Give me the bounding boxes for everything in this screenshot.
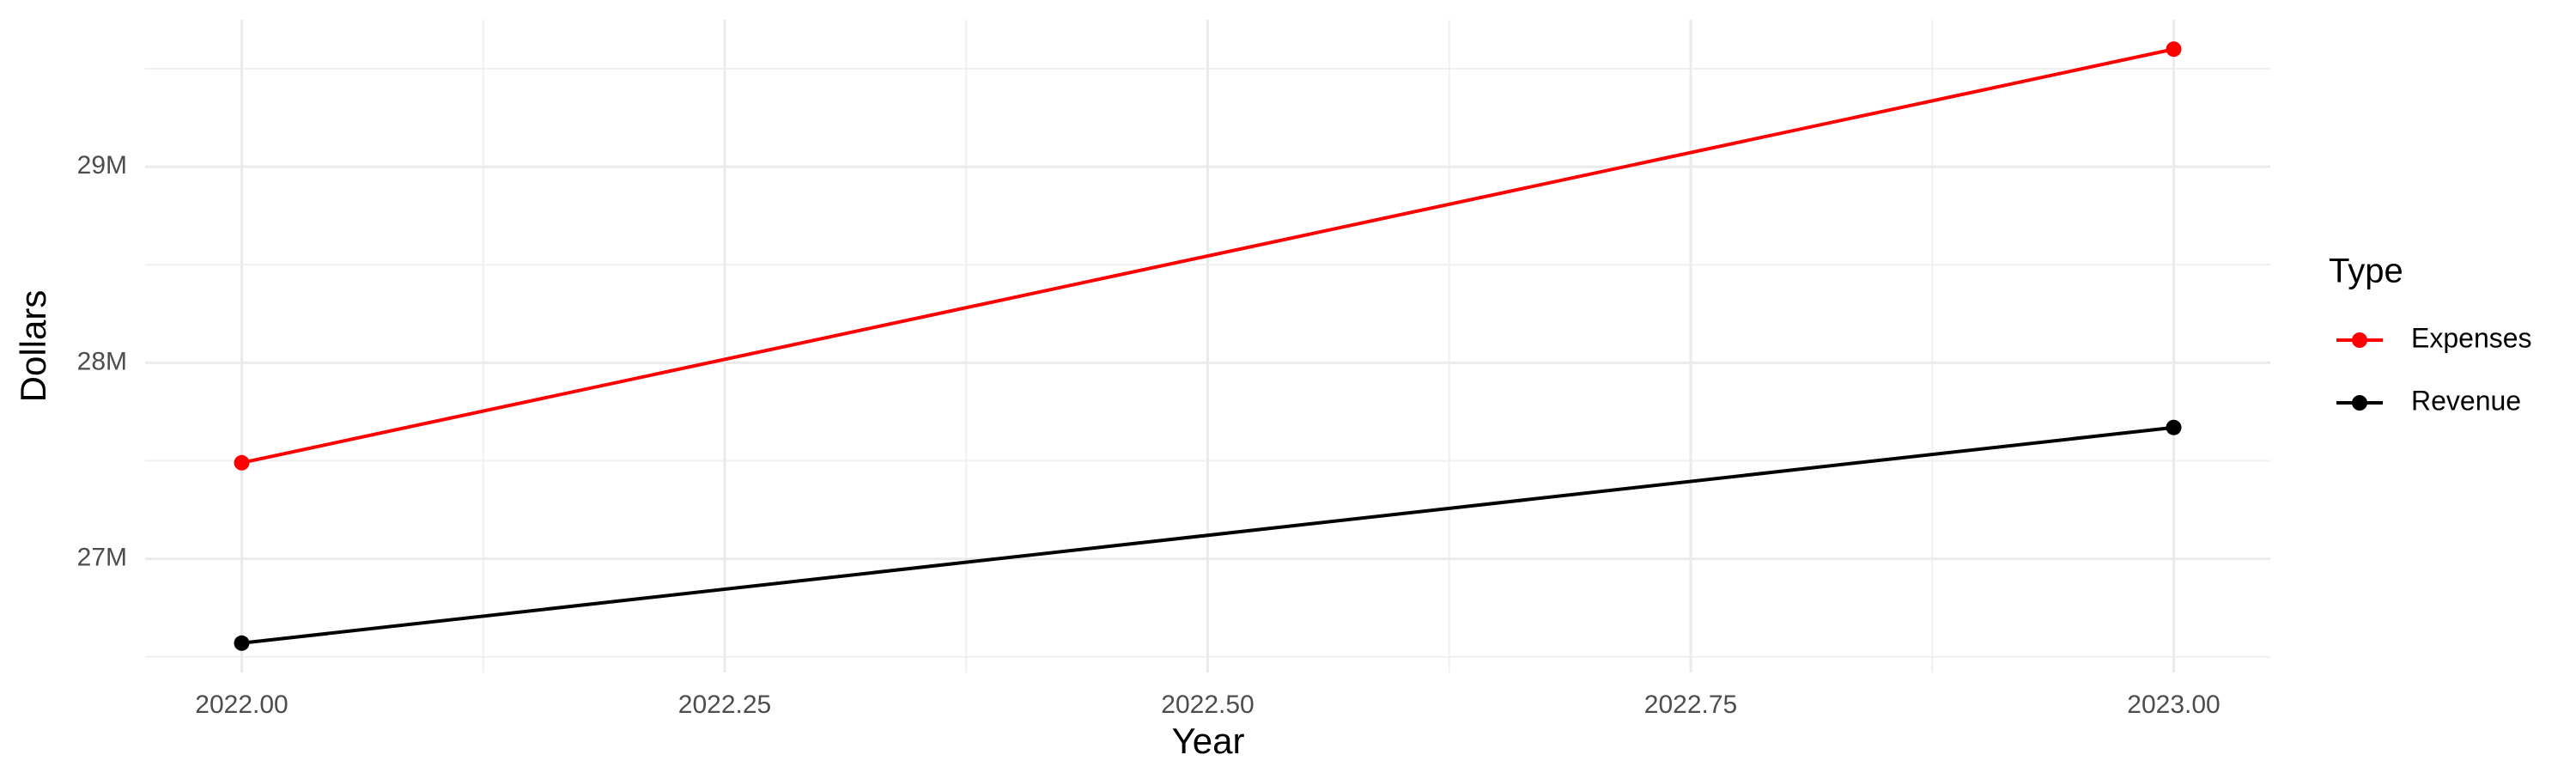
legend-label: Expenses	[2411, 322, 2532, 353]
x-tick-label: 2023.00	[2127, 691, 2220, 719]
y-tick-label: 29M	[77, 151, 127, 180]
x-tick-label: 2022.50	[1161, 691, 1254, 719]
data-point	[234, 635, 250, 651]
x-tick-label: 2022.25	[678, 691, 771, 719]
x-tick-label: 2022.00	[195, 691, 288, 719]
data-point	[2166, 41, 2182, 58]
legend-label: Revenue	[2411, 385, 2521, 416]
x-axis-title: Year	[1172, 721, 1245, 761]
legend-point	[2352, 332, 2367, 348]
series-line	[241, 425, 2174, 645]
legend-point	[2352, 395, 2367, 411]
y-tick-label: 28M	[77, 347, 127, 375]
x-tick-label: 2022.75	[1644, 691, 1737, 719]
legend-title: Type	[2329, 253, 2403, 290]
y-axis-title: Dollars	[13, 290, 53, 403]
y-tick-label: 27M	[77, 544, 127, 572]
data-point	[234, 454, 250, 471]
data-point	[2166, 419, 2182, 435]
series-line	[241, 47, 2174, 465]
